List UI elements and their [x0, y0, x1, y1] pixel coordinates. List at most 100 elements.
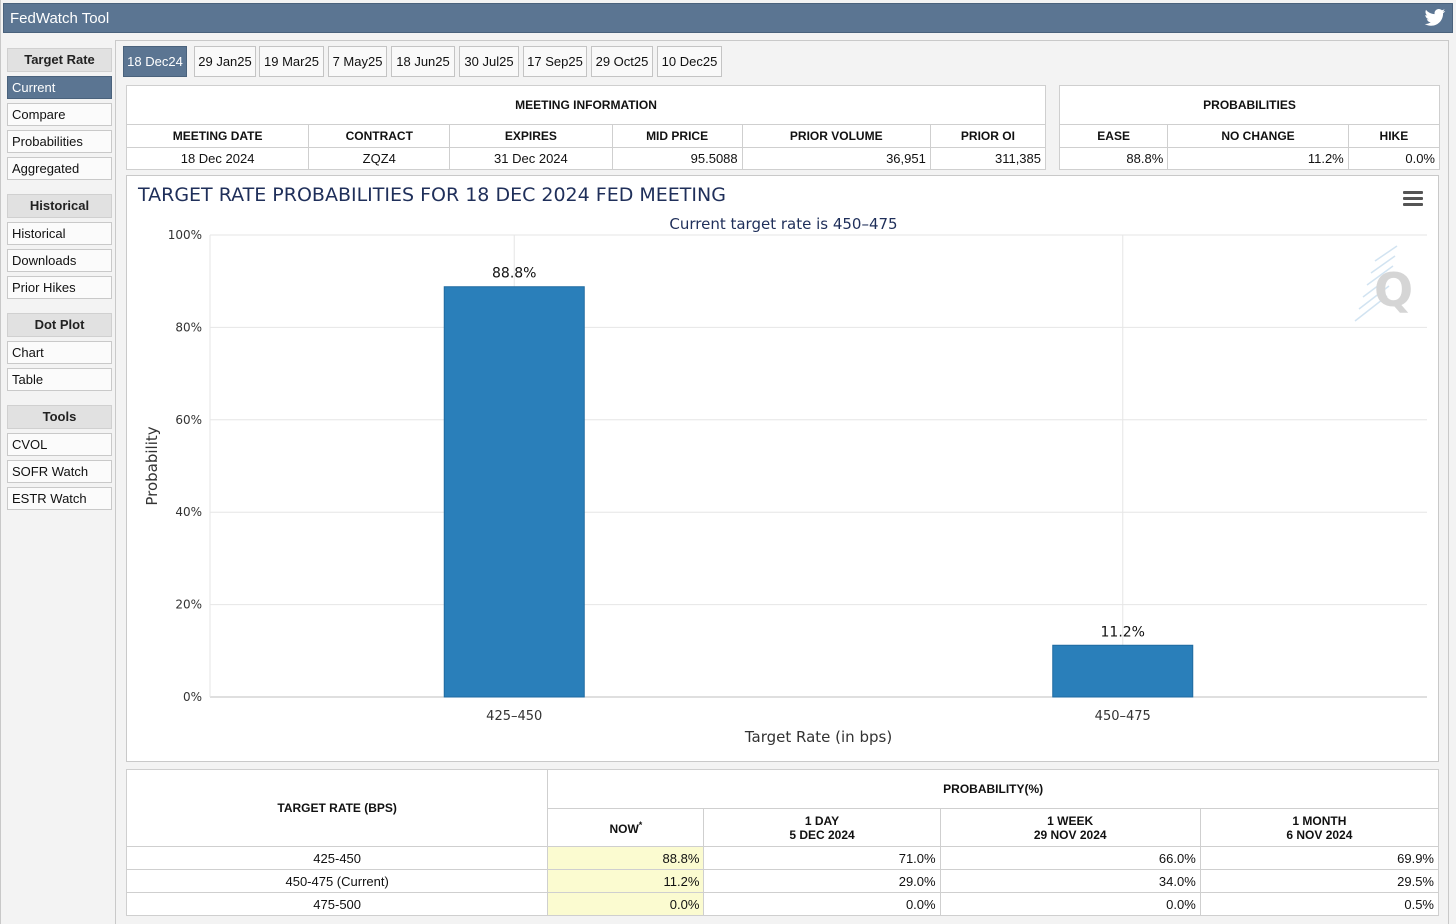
tab-29-jan25[interactable]: 29 Jan25 [194, 46, 256, 77]
table-row: 450-475 (Current) 11.2% 29.0% 34.0% 29.5% [125, 869, 1440, 893]
probability-cell: 0.0% [547, 892, 705, 916]
bar-450–475[interactable] [1052, 644, 1194, 698]
main-panel: 18 Dec24 29 Jan25 19 Mar25 7 May25 18 Jun25 3… [115, 40, 1449, 924]
prob-col-date: 29 NOV 2024 [1033, 827, 1107, 842]
sidebar-heading-tools: Tools [7, 405, 112, 429]
x-tick-label: 450–475 [1095, 709, 1151, 724]
meeting-col-prior-oi: PRIOR OI [929, 124, 1047, 148]
sidebar-gap [7, 395, 114, 405]
probabilities-col-ease: EASE [1058, 124, 1169, 148]
meeting-value-prior-oi: 311,385 [929, 147, 1047, 170]
prob-col-label: 1 WEEK [1047, 813, 1094, 828]
sidebar-item-cvol[interactable]: CVOL [7, 433, 112, 456]
probability-cell: 34.0% [939, 869, 1201, 893]
probability-chart: TARGET RATE PROBABILITIES FOR 18 DEC 202… [126, 175, 1439, 762]
probability-cell: 0.0% [703, 892, 941, 916]
probability-table: TARGET RATE (BPS) PROBABILITY(%) NOW* 1 D… [125, 769, 1440, 916]
prob-col-marker: * [638, 819, 643, 830]
sidebar-item-current[interactable]: Current [7, 76, 112, 99]
tab-18-jun25[interactable]: 18 Jun25 [391, 46, 455, 77]
bar-425–450[interactable] [443, 286, 585, 698]
tab-18-dec24[interactable]: 18 Dec24 [123, 46, 187, 77]
twitter-icon[interactable] [1424, 8, 1446, 28]
chart-canvas: TARGET RATE PROBABILITIES FOR 18 DEC 202… [137, 184, 1427, 746]
sidebar-gap [7, 184, 114, 194]
meeting-value-meeting-date: 18 Dec 2024 [125, 147, 310, 170]
sidebar-item-table[interactable]: Table [7, 368, 112, 391]
probabilities-table: PROBABILITIES EASE NO CHANGE HIKE 88.8% 11.… [1058, 85, 1441, 170]
prob-col-label: 1 MONTH [1292, 813, 1347, 828]
sidebar-item-historical[interactable]: Historical [7, 222, 112, 245]
meeting-value-prior-volume: 36,951 [741, 147, 931, 170]
sidebar-heading-historical: Historical [7, 194, 112, 218]
tab-7-may25[interactable]: 7 May25 [328, 46, 387, 77]
prob-col-date: 5 DEC 2024 [789, 827, 855, 842]
sidebar-item-prior-hikes[interactable]: Prior Hikes [7, 276, 112, 299]
probability-cell: 69.9% [1199, 846, 1440, 870]
meeting-info-heading: MEETING INFORMATION [126, 85, 1046, 125]
cme-watermark-logo: Q [1354, 245, 1413, 322]
sidebar-item-estr-watch[interactable]: ESTR Watch [7, 487, 112, 510]
probability-cell: 11.2% [547, 869, 705, 893]
probability-cell: 66.0% [939, 846, 1201, 870]
probabilities-col-hike: HIKE [1347, 124, 1441, 148]
y-axis-label: Probability [143, 426, 161, 505]
target-rate-cell: 450-475 (Current) [125, 869, 549, 893]
target-rate-cell: 425-450 [125, 846, 549, 870]
svg-text:Q: Q [1374, 263, 1413, 317]
sidebar-item-aggregated[interactable]: Aggregated [7, 157, 112, 180]
tab-17-sep25[interactable]: 17 Sep25 [523, 46, 587, 77]
table-row: 425-450 88.8% 71.0% 66.0% 69.9% [125, 846, 1440, 870]
probabilities-value-ease: 88.8% [1058, 147, 1169, 170]
prob-col-label: 1 DAY [804, 813, 840, 828]
sidebar-item-probabilities[interactable]: Probabilities [7, 130, 112, 153]
sidebar-heading-target-rate: Target Rate [7, 48, 112, 72]
table-row: 475-500 0.0% 0.0% 0.0% 0.5% [125, 892, 1440, 916]
meeting-value-contract: ZQZ4 [308, 147, 451, 170]
prob-col-date: 6 NOV 2024 [1286, 827, 1353, 842]
y-tick-label: 0% [183, 690, 202, 704]
x-tick-label: 425–450 [486, 709, 542, 724]
tab-10-dec25[interactable]: 10 Dec25 [657, 46, 722, 77]
meeting-info-table: MEETING INFORMATION MEETING DATE CONTRACT… [125, 85, 1047, 170]
prob-col-1-day: 1 DAY 5 DEC 2024 [703, 808, 941, 847]
sidebar-item-sofr-watch[interactable]: SOFR Watch [7, 460, 112, 483]
target-rate-cell: 475-500 [125, 892, 549, 916]
probabilities-value-hike: 0.0% [1347, 147, 1441, 170]
title-bar: FedWatch Tool [3, 3, 1453, 33]
meeting-value-mid-price: 95.5088 [611, 147, 743, 170]
target-rate-heading: TARGET RATE (BPS) [125, 769, 549, 847]
prob-col-label: NOW [609, 821, 639, 836]
probabilities-value-no-change: 11.2% [1167, 147, 1349, 170]
sidebar-heading-dot-plot: Dot Plot [7, 313, 112, 337]
probabilities-col-no-change: NO CHANGE [1167, 124, 1349, 148]
prob-col-now: NOW* [547, 808, 705, 847]
probability-cell: 29.5% [1199, 869, 1440, 893]
tab-30-jul25[interactable]: 30 Jul25 [459, 46, 519, 77]
data-label: 11.2% [1101, 624, 1145, 640]
sidebar-item-compare[interactable]: Compare [7, 103, 112, 126]
tab-29-oct25[interactable]: 29 Oct25 [591, 46, 653, 77]
meeting-col-expires: EXPIRES [449, 124, 613, 148]
sidebar-item-chart[interactable]: Chart [7, 341, 112, 364]
probability-group-heading: PROBABILITY(%) [547, 769, 1439, 809]
meeting-col-mid-price: MID PRICE [611, 124, 743, 148]
meeting-col-contract: CONTRACT [308, 124, 451, 148]
probability-cell: 71.0% [703, 846, 941, 870]
prob-col-1-week: 1 WEEK 29 NOV 2024 [939, 808, 1201, 847]
y-tick-label: 40% [175, 505, 202, 519]
chart-subtitle: Current target rate is 450–475 [669, 215, 897, 233]
sidebar-item-downloads[interactable]: Downloads [7, 249, 112, 272]
y-tick-label: 60% [175, 413, 202, 427]
probability-cell: 88.8% [547, 846, 705, 870]
y-tick-label: 20% [175, 598, 202, 612]
probability-cell: 0.0% [939, 892, 1201, 916]
sidebar-gap [7, 303, 114, 313]
meeting-col-meeting-date: MEETING DATE [125, 124, 310, 148]
sidebar: Target Rate Current Compare Probabilities Ag… [7, 48, 114, 514]
chart-menu-icon[interactable] [1403, 191, 1423, 207]
tab-19-mar25[interactable]: 19 Mar25 [259, 46, 324, 77]
prob-col-1-month: 1 MONTH 6 NOV 2024 [1199, 808, 1440, 847]
probability-cell: 29.0% [703, 869, 941, 893]
